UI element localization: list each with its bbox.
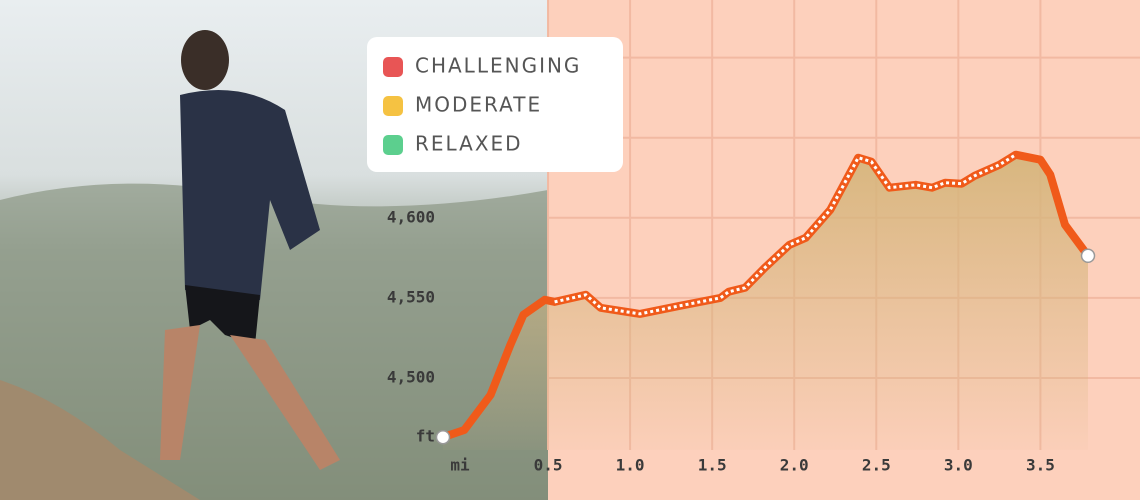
- x-tick-label: 0.5: [534, 456, 563, 475]
- y-axis-label: ft: [416, 427, 435, 446]
- runner: [160, 30, 340, 470]
- y-tick-label: 4,550: [387, 287, 435, 306]
- end-point: [1080, 248, 1096, 264]
- x-axis-label: mi: [450, 456, 470, 475]
- end-point: [435, 429, 451, 445]
- x-tick-label: 2.5: [862, 456, 891, 475]
- x-tick-label: 1.5: [698, 456, 727, 475]
- legend-label: MODERATE: [415, 93, 542, 117]
- legend-swatch: [383, 96, 403, 116]
- ticks: 4,5004,5504,6004,6504,7000.51.01.52.02.5…: [387, 47, 1055, 474]
- plot: [435, 150, 1096, 450]
- photo-hills: [0, 183, 548, 500]
- legend-swatch: [383, 57, 403, 77]
- y-tick-label: 4,500: [387, 367, 435, 386]
- legend-label: RELAXED: [415, 132, 523, 156]
- x-tick-label: 3.5: [1026, 456, 1055, 475]
- line-highlight: [554, 153, 1017, 316]
- x-tick-label: 1.0: [616, 456, 645, 475]
- legend-label: CHALLENGING: [415, 54, 581, 78]
- legend-box: [367, 37, 623, 172]
- x-tick-label: 3.0: [944, 456, 973, 475]
- y-tick-label: 4,600: [387, 207, 435, 226]
- legend-swatch: [383, 135, 403, 155]
- legend: CHALLENGING MODERATE RELAXED: [367, 37, 623, 172]
- photo-rock: [0, 380, 200, 500]
- x-tick-label: 2.0: [780, 456, 809, 475]
- area: [443, 154, 1088, 450]
